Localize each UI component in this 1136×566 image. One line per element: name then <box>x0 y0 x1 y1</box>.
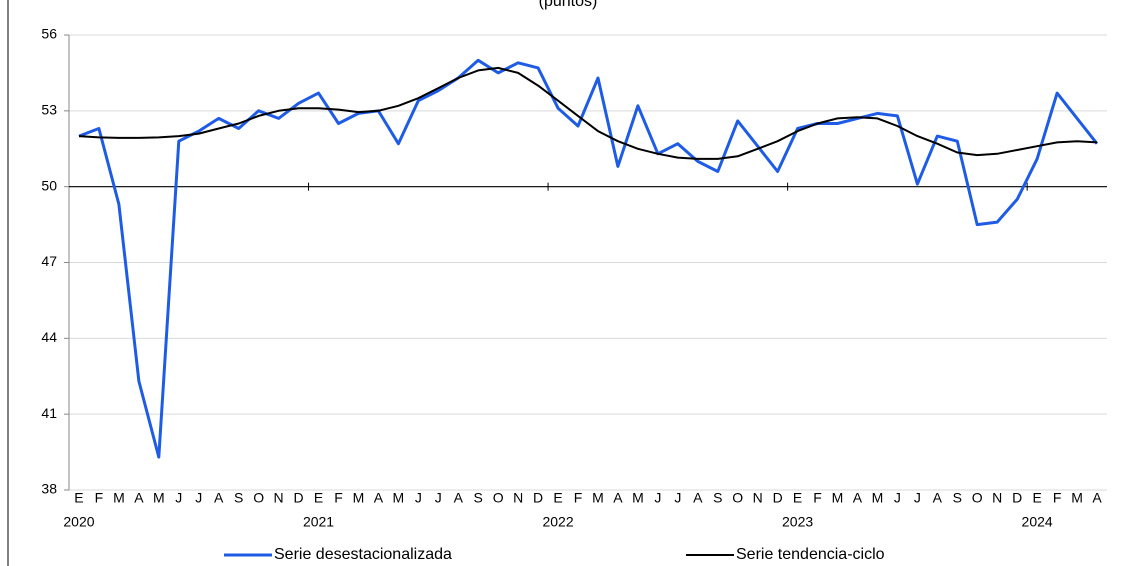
x-tick-label: D <box>533 490 543 506</box>
x-tick-label: A <box>374 490 384 506</box>
x-tick-label: M <box>1071 490 1083 506</box>
x-tick-label: J <box>175 490 182 506</box>
x-tick-label: O <box>972 490 983 506</box>
x-tick-label: A <box>214 490 224 506</box>
x-tick-label: S <box>234 490 243 506</box>
x-tick-label: F <box>574 490 583 506</box>
x-tick-label: J <box>674 490 681 506</box>
x-tick-label: M <box>153 490 165 506</box>
y-tick-label: 38 <box>41 481 57 497</box>
x-tick-label: F <box>95 490 104 506</box>
x-tick-label: J <box>894 490 901 506</box>
x-tick-label: O <box>253 490 264 506</box>
x-tick-label: N <box>513 490 523 506</box>
x-tick-label: S <box>953 490 962 506</box>
x-tick-label: J <box>415 490 422 506</box>
x-tick-label: M <box>393 490 405 506</box>
x-tick-label: F <box>334 490 343 506</box>
y-tick-label: 53 <box>41 102 57 118</box>
x-tick-label: A <box>933 490 943 506</box>
x-tick-label: A <box>853 490 863 506</box>
chart-title: (puntos) <box>539 0 598 10</box>
x-tick-label: J <box>654 490 661 506</box>
x-tick-label: J <box>195 490 202 506</box>
x-tick-label: M <box>872 490 884 506</box>
x-tick-label: M <box>832 490 844 506</box>
legend-label: Serie desestacionalizada <box>274 546 452 563</box>
year-label: 2021 <box>303 514 334 530</box>
x-tick-label: E <box>314 490 323 506</box>
x-tick-label: E <box>553 490 562 506</box>
x-tick-label: M <box>592 490 604 506</box>
x-tick-label: E <box>74 490 83 506</box>
y-tick-label: 44 <box>41 329 57 345</box>
x-tick-label: E <box>1032 490 1041 506</box>
x-tick-label: D <box>1012 490 1022 506</box>
x-tick-label: F <box>1053 490 1062 506</box>
x-tick-label: M <box>113 490 125 506</box>
x-tick-label: D <box>293 490 303 506</box>
year-label: 2023 <box>782 514 813 530</box>
x-tick-label: J <box>435 490 442 506</box>
x-tick-label: M <box>632 490 644 506</box>
x-tick-label: M <box>353 490 365 506</box>
x-tick-label: J <box>914 490 921 506</box>
y-tick-label: 41 <box>41 405 57 421</box>
x-tick-label: A <box>613 490 623 506</box>
series-line <box>78 58 1099 459</box>
x-tick-label: S <box>474 490 483 506</box>
x-tick-label: D <box>773 490 783 506</box>
x-tick-label: A <box>134 490 144 506</box>
legend-label: Serie tendencia-ciclo <box>736 546 885 563</box>
year-label: 2022 <box>542 514 573 530</box>
y-tick-label: 50 <box>41 177 57 193</box>
x-tick-label: A <box>454 490 464 506</box>
x-tick-label: S <box>713 490 722 506</box>
x-tick-label: A <box>1092 490 1102 506</box>
x-tick-label: F <box>813 490 822 506</box>
x-tick-label: N <box>274 490 284 506</box>
year-label: 2024 <box>1022 514 1053 530</box>
x-tick-label: O <box>732 490 743 506</box>
x-tick-label: E <box>793 490 802 506</box>
year-label: 2020 <box>63 514 94 530</box>
series-line <box>78 66 1098 160</box>
x-tick-label: A <box>693 490 703 506</box>
y-tick-label: 47 <box>41 253 57 269</box>
x-tick-label: N <box>753 490 763 506</box>
x-tick-label: O <box>493 490 504 506</box>
x-tick-label: N <box>992 490 1002 506</box>
y-tick-label: 56 <box>41 26 57 42</box>
